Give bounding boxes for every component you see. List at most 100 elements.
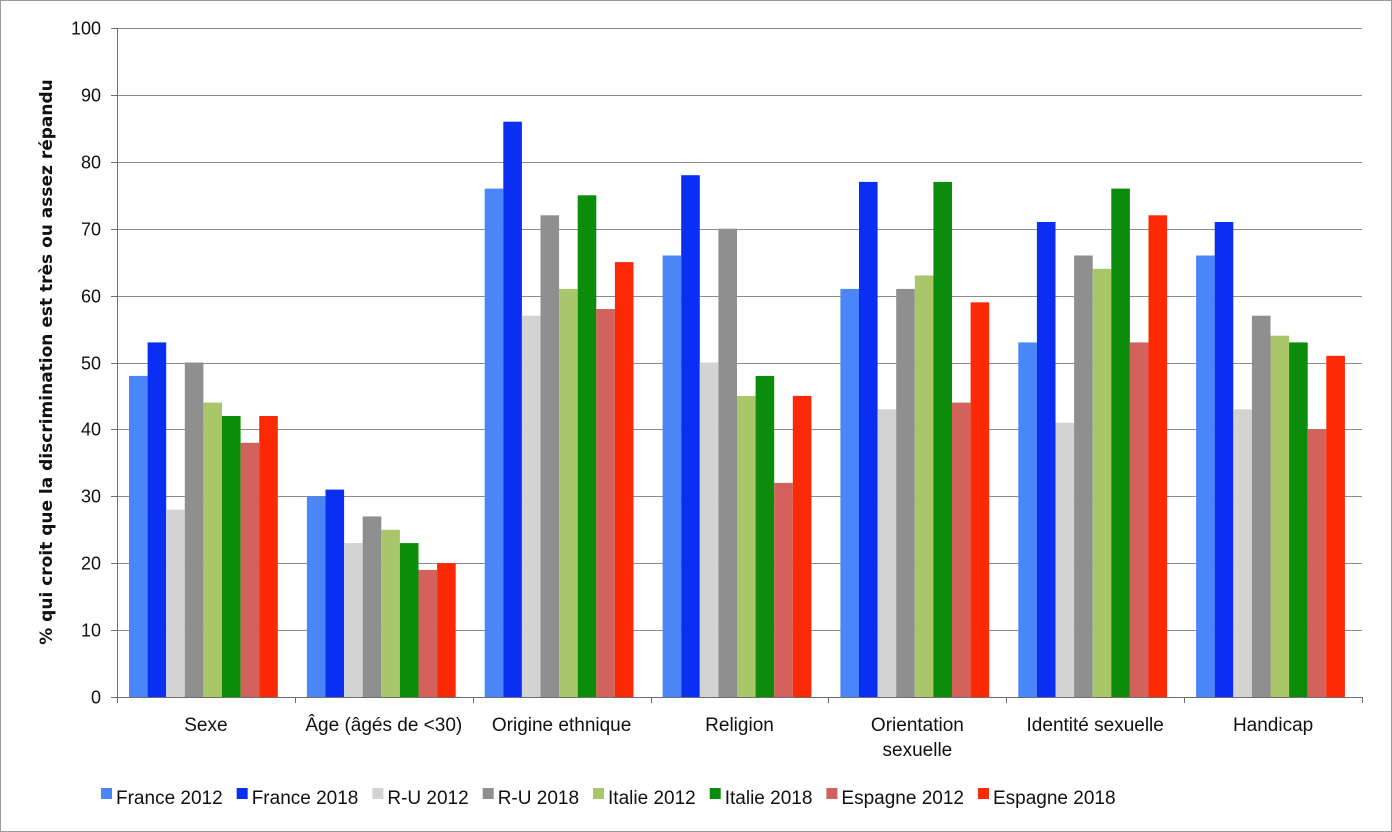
- bar: [614, 262, 634, 697]
- y-tick-label: 60: [81, 287, 101, 307]
- bar: [1307, 429, 1327, 697]
- bar: [362, 516, 382, 697]
- bar: [792, 395, 812, 697]
- bar: [503, 121, 522, 697]
- x-category-label: Âge (âgés de <30): [305, 714, 462, 736]
- x-category-label: Identité sexuelle: [1027, 715, 1164, 736]
- y-tick-label: 80: [81, 153, 101, 173]
- bar: [1129, 342, 1149, 697]
- y-tick-label: 50: [81, 354, 101, 374]
- bar: [129, 375, 148, 697]
- legend-item: Espagne 2018: [977, 788, 1116, 809]
- y-tick-label: 0: [91, 688, 101, 708]
- legend-label: Italie 2012: [608, 788, 696, 809]
- legend-item: Italie 2018: [709, 788, 813, 809]
- legend-swatch: [482, 788, 494, 799]
- bar: [1036, 222, 1056, 697]
- bar: [147, 342, 167, 697]
- bar: [306, 496, 326, 697]
- bar: [596, 309, 615, 697]
- x-category-label: Origine ethnique: [492, 715, 631, 736]
- legend-item: R-U 2018: [482, 788, 579, 809]
- x-category-label: sexuelle: [883, 740, 953, 761]
- bar: [1289, 342, 1308, 697]
- bar: [240, 442, 260, 697]
- legend-swatch: [593, 788, 605, 799]
- y-tick-label: 100: [71, 19, 101, 39]
- bar: [203, 402, 222, 697]
- x-category-labels: Sexe Âge (âgés de <30) Origine ethnique Rel…: [184, 714, 1313, 761]
- bar: [437, 563, 456, 697]
- bar: [952, 402, 971, 697]
- legend-swatch: [236, 788, 248, 799]
- x-category-label: Religion: [705, 715, 774, 736]
- bar: [1251, 315, 1271, 697]
- bar: [877, 409, 897, 697]
- legend-item: Italie 2012: [593, 788, 696, 809]
- legend-swatch: [372, 788, 384, 799]
- legend-item: Espagne 2012: [826, 788, 964, 809]
- legend-swatch: [977, 788, 989, 799]
- y-tick-label: 70: [81, 220, 101, 240]
- axes: [117, 28, 1363, 703]
- bar: [222, 416, 241, 697]
- legend-item: R-U 2012: [372, 788, 469, 809]
- bar: [577, 195, 597, 698]
- y-tick-label: 20: [81, 554, 101, 574]
- legend-swatch: [826, 788, 838, 799]
- bar: [1214, 222, 1234, 697]
- bar: [559, 288, 578, 697]
- bar: [718, 228, 737, 697]
- bar: [859, 181, 878, 697]
- legend-swatch: [709, 788, 721, 799]
- bar: [325, 489, 345, 697]
- bar: [737, 395, 756, 697]
- bar: [1055, 422, 1075, 697]
- bar: [774, 482, 793, 697]
- legend-item: France 2018: [236, 788, 359, 809]
- bar: [914, 275, 934, 697]
- bar: [259, 416, 278, 697]
- bar: [970, 302, 990, 697]
- bar: [1196, 255, 1215, 697]
- x-category-label: Orientation: [871, 715, 964, 736]
- bar: [521, 315, 541, 697]
- bar: [896, 288, 915, 697]
- bar: [1092, 268, 1112, 697]
- bar: [484, 188, 504, 697]
- bar: [166, 509, 185, 697]
- y-tick-label: 10: [81, 621, 101, 641]
- bar: [681, 175, 700, 697]
- bar: [1111, 188, 1130, 697]
- bars: [129, 121, 1345, 698]
- legend-label: R-U 2012: [387, 788, 468, 809]
- bar: [399, 543, 419, 697]
- x-category-label: Handicap: [1233, 715, 1313, 736]
- bar: [184, 362, 204, 697]
- legend-label: Italie 2018: [725, 788, 813, 809]
- bar: [344, 543, 363, 697]
- bar: [933, 181, 952, 697]
- y-tick-label: 90: [81, 86, 101, 106]
- bar: [1074, 255, 1093, 697]
- bar: [699, 362, 719, 697]
- bar: [1270, 335, 1290, 697]
- legend-label: France 2018: [252, 788, 359, 809]
- bar: [755, 375, 775, 697]
- bar: [540, 215, 560, 698]
- bar: [1148, 215, 1168, 698]
- y-tick-labels: 0 10 20 30 40 50 60 70 80 90 100: [71, 19, 101, 708]
- bar: [1018, 342, 1037, 697]
- legend-label: Espagne 2012: [841, 788, 964, 809]
- legend-swatch: [101, 788, 112, 799]
- legend: France 2012 France 2018 R-U 2012 R-U 2018 It…: [101, 788, 1116, 809]
- y-axis-title: % qui croit que la discrimination est tr…: [37, 79, 57, 645]
- legend-label: Espagne 2018: [993, 788, 1116, 809]
- y-tick-label: 40: [81, 420, 101, 440]
- bar: [418, 569, 438, 697]
- bar: [662, 255, 682, 697]
- legend-label: France 2012: [116, 788, 223, 809]
- bar: [1233, 409, 1252, 697]
- x-category-label: Sexe: [184, 715, 227, 736]
